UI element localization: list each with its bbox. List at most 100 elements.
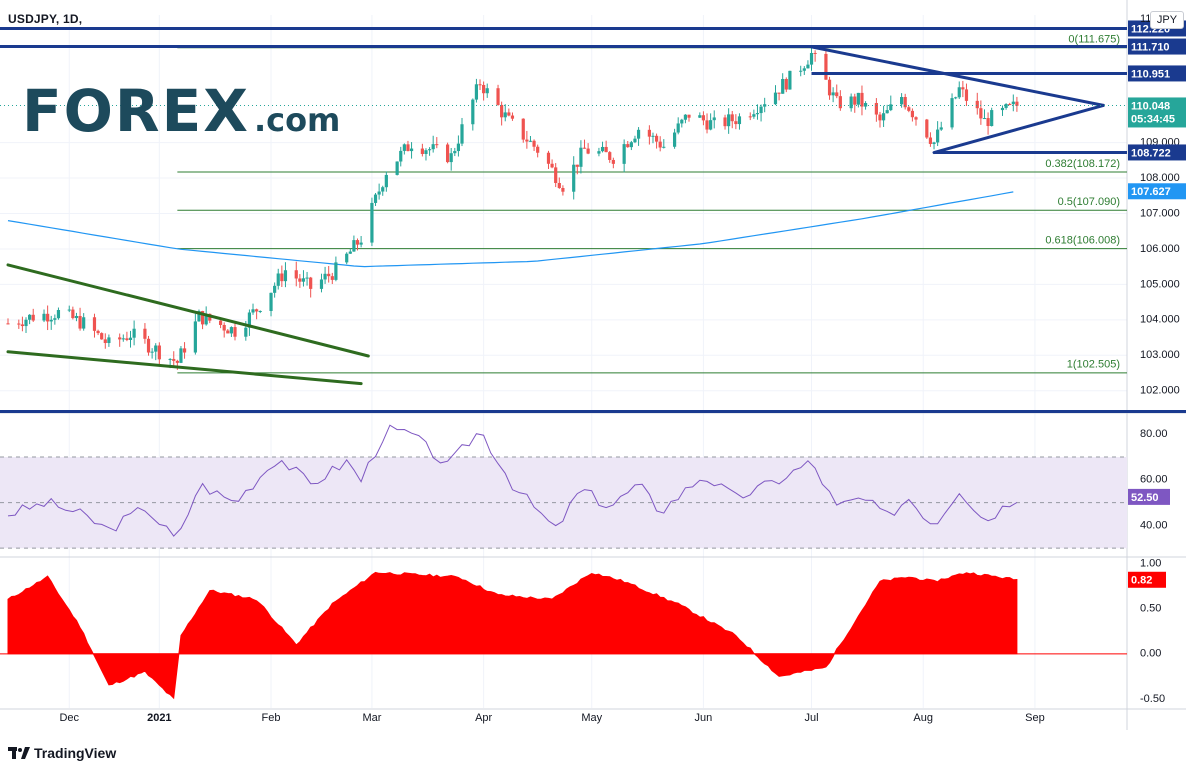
candle-down [298, 278, 302, 282]
candle-down [554, 167, 558, 183]
time-axis-tick: Mar [362, 712, 381, 724]
candle-up [651, 135, 655, 137]
candle-up [698, 115, 702, 118]
candle-up [856, 92, 860, 105]
candle-down [500, 104, 504, 118]
candle-up [193, 321, 197, 353]
candle-up [132, 328, 136, 338]
candle-up [247, 312, 252, 328]
candle-up [936, 129, 940, 143]
candle-up [449, 153, 453, 163]
candle-up [579, 147, 583, 167]
price-pane-bottom-bar [0, 410, 1186, 413]
candle-down [925, 119, 929, 138]
candle-down [280, 273, 284, 282]
candle-down [96, 330, 100, 334]
candle-up [709, 120, 713, 130]
candle-down [143, 328, 147, 339]
candle-up [1000, 107, 1005, 111]
candle-up [957, 87, 961, 98]
candle-up [305, 277, 309, 279]
candle-up [121, 338, 125, 340]
candle-up [251, 309, 255, 313]
candle-up [244, 327, 248, 337]
candle-up [334, 262, 338, 280]
time-axis-tick: Jun [695, 712, 713, 724]
candle-down [157, 345, 161, 360]
candle-up [53, 318, 57, 320]
candle-down [496, 88, 500, 105]
candle-up [402, 144, 406, 151]
candle-up [982, 118, 987, 120]
candle-down [835, 92, 839, 97]
candle-down [482, 84, 486, 94]
candle-down [200, 311, 205, 325]
level-price-tag: 110.951 [1131, 68, 1170, 80]
candle-up [229, 327, 233, 334]
candle-down [784, 78, 788, 90]
candle-up [727, 114, 731, 127]
candle-up [737, 116, 742, 125]
candle-down [647, 129, 651, 137]
candle-up [283, 270, 288, 282]
candle-down [103, 339, 107, 344]
candle-down [355, 240, 360, 245]
candle-down [979, 108, 983, 119]
candle-up [128, 337, 133, 340]
candle-up [24, 319, 28, 327]
candle-up [802, 68, 806, 71]
candle-down [525, 139, 529, 142]
candle-down [309, 277, 313, 289]
trendline-triangle-lower [932, 103, 1105, 155]
fib-level-label: 1(102.505) [1067, 359, 1120, 371]
symbol-title: USDJPY, 1D, [8, 12, 83, 26]
fib-level-label: 0.618(106.008) [1045, 235, 1120, 247]
trendline-falling-wedge-lower [6, 350, 363, 386]
candle-up [409, 148, 414, 152]
candle-down [218, 320, 223, 325]
candle-down [226, 330, 230, 334]
candle-up [471, 99, 475, 125]
candle-up [990, 110, 994, 127]
candle-up [633, 138, 637, 143]
price-axis-tick: 107.000 [1140, 207, 1180, 219]
candle-up [67, 309, 71, 311]
candle-up [885, 110, 889, 114]
candle-down [586, 148, 590, 154]
candle-down [78, 315, 82, 329]
rsi-value-tag-bg [1128, 488, 1170, 505]
candle-down [435, 144, 439, 146]
correlation-axis-tick: 0.50 [1140, 603, 1161, 615]
candle-up [799, 70, 803, 72]
candle-up [377, 191, 381, 195]
candle-up [773, 92, 778, 105]
candle-up [427, 149, 432, 151]
candle-up [49, 319, 53, 322]
candle-down [561, 187, 565, 192]
candle-up [528, 140, 533, 142]
candle-up [154, 345, 158, 352]
candle-down [964, 89, 969, 101]
candle-down [654, 135, 659, 142]
candle-down [546, 152, 551, 164]
candle-up [755, 113, 760, 115]
candle-down [813, 52, 817, 54]
candle-down [330, 276, 334, 280]
last-price-tag: 110.048 [1131, 100, 1170, 112]
currency-badge[interactable]: JPY [1150, 11, 1184, 29]
correlation-axis-tick: -0.50 [1140, 693, 1165, 705]
correlation-axis-tick: 1.00 [1140, 557, 1161, 569]
price-axis-tick: 108.000 [1140, 172, 1180, 184]
fib-level-label: 0.382(108.172) [1045, 158, 1120, 170]
candle-down [445, 144, 450, 163]
candle-up [849, 96, 853, 109]
candle-up [629, 142, 633, 148]
candle-up [345, 253, 349, 263]
candle-down [6, 323, 10, 325]
candle-up [460, 124, 464, 144]
level-price-tag-bg [1128, 65, 1186, 82]
candle-down [730, 114, 734, 122]
correlation-axis-tick: 0.00 [1140, 648, 1161, 660]
